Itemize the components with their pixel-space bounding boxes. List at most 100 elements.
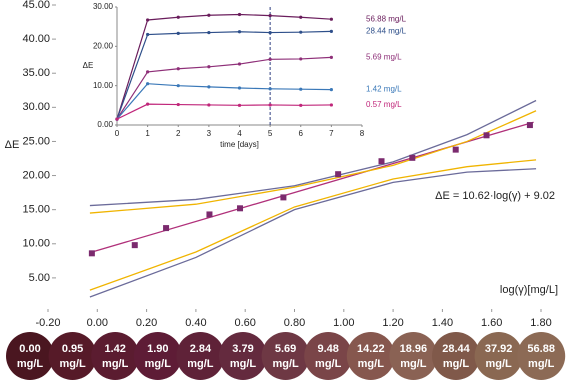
inset-x-tick-label: 4 [237,129,242,138]
inset-point [299,57,303,61]
confidence-band [89,159,537,291]
confidence-band [89,168,537,298]
inset-point [329,17,333,21]
data-point [163,225,170,232]
swatch-unit: mg/L [187,358,214,370]
data-point [280,194,287,201]
inset-point [176,31,180,35]
swatch-value: 56.88 [527,343,555,355]
inset-x-tick-label: 1 [145,129,150,138]
inset-point [268,57,272,61]
swatch-unit: mg/L [400,358,427,370]
inset-bg [80,0,410,152]
inset-point [176,84,180,88]
data-point [483,132,490,139]
color-swatch [304,332,353,380]
inset-point [329,29,333,33]
swatch-unit: mg/L [230,358,257,370]
inset-line [116,56,332,120]
y-tick-label: 5.00 [29,272,50,284]
x-tick-label: 0.40 [185,317,206,329]
color-swatch [48,332,97,380]
inset-point [299,30,303,34]
inset-point [176,67,180,71]
swatch-value: 0.00 [19,343,40,355]
inset-x-tick-label: 5 [268,129,273,138]
x-tick-label: 1.00 [333,317,354,329]
inset-y-axis-label: ΔE [83,61,94,70]
data-point [378,158,385,165]
swatch-value: 14.22 [357,343,385,355]
inset-line [116,83,332,120]
y-tick-label: 45.00 [22,0,50,11]
inset-point [329,103,333,107]
inset-point [268,103,272,107]
color-swatch [133,332,182,380]
swatch-unit: mg/L [145,358,172,370]
inset-point [299,15,303,19]
inset-point [299,103,303,107]
y-tick-label: 30.00 [22,101,50,113]
inset-y-tick-label: 10.00 [93,81,114,90]
x-tick-label: 1.60 [481,317,502,329]
inset-point [237,86,242,90]
x-tick-label: 0.00 [87,317,108,329]
swatch-value: 0.95 [62,343,83,355]
inset-point [237,103,242,107]
swatch-unit: mg/L [528,358,555,370]
inset-point [237,62,242,66]
swatch-value: 28.44 [442,343,470,355]
data-point [526,122,533,129]
inset-line [116,30,332,120]
swatch-value: 1.90 [147,343,168,355]
color-swatch [517,332,566,380]
swatch-unit: mg/L [358,358,385,370]
x-tick-label: 1.20 [382,317,403,329]
inset-x-tick-label: 2 [176,129,181,138]
color-swatch [432,332,480,380]
equation: ΔE = 10.62·log(γ) + 9.02 [435,190,555,202]
swatch-unit: mg/L [443,358,470,370]
inset-point [237,12,242,17]
x-tick-label: 1.80 [530,317,551,329]
swatch-value: 18.96 [400,343,428,355]
inset-point [329,88,333,92]
inset-point [237,30,242,34]
inset-x-tick-label: 8 [360,129,365,138]
inset-point [207,30,211,35]
inset-x-tick-label: 7 [329,129,334,138]
series-label: 56.88 mg/L [366,14,407,23]
x-tick-label: 0.80 [284,317,305,329]
inset-point [207,65,211,69]
inset-point [146,82,150,86]
inset-point [146,32,150,37]
swatch-unit: mg/L [315,358,342,370]
inset-x-axis-label: time [days] [220,140,259,149]
inset-point [207,13,211,17]
swatch-unit: mg/L [272,358,299,370]
y-tick-label: 10.00 [22,238,50,250]
inset-point [176,15,180,19]
inset-point [176,102,180,107]
swatch-unit: mg/L [17,358,44,370]
color-swatch [474,332,523,380]
swatch-value: 1.42 [104,343,125,355]
data-point [88,250,95,257]
inset-point [329,55,333,59]
swatch-value: 2.84 [190,343,212,355]
x-tick-label: 0.60 [234,317,255,329]
x-tick-label: 0.20 [136,317,157,329]
x-tick-label: 1.40 [432,317,453,329]
inset-point [115,117,119,121]
swatch-unit: mg/L [59,358,86,370]
inset-x-tick-label: 3 [207,129,212,138]
color-swatch [389,332,438,380]
confidence-band [89,99,537,207]
data-point [237,205,244,212]
inset-line [116,13,332,120]
y-tick-label: 20.00 [22,169,50,181]
data-point [335,171,342,178]
inset-x-tick-label: 6 [299,129,304,138]
data-point [409,154,416,161]
